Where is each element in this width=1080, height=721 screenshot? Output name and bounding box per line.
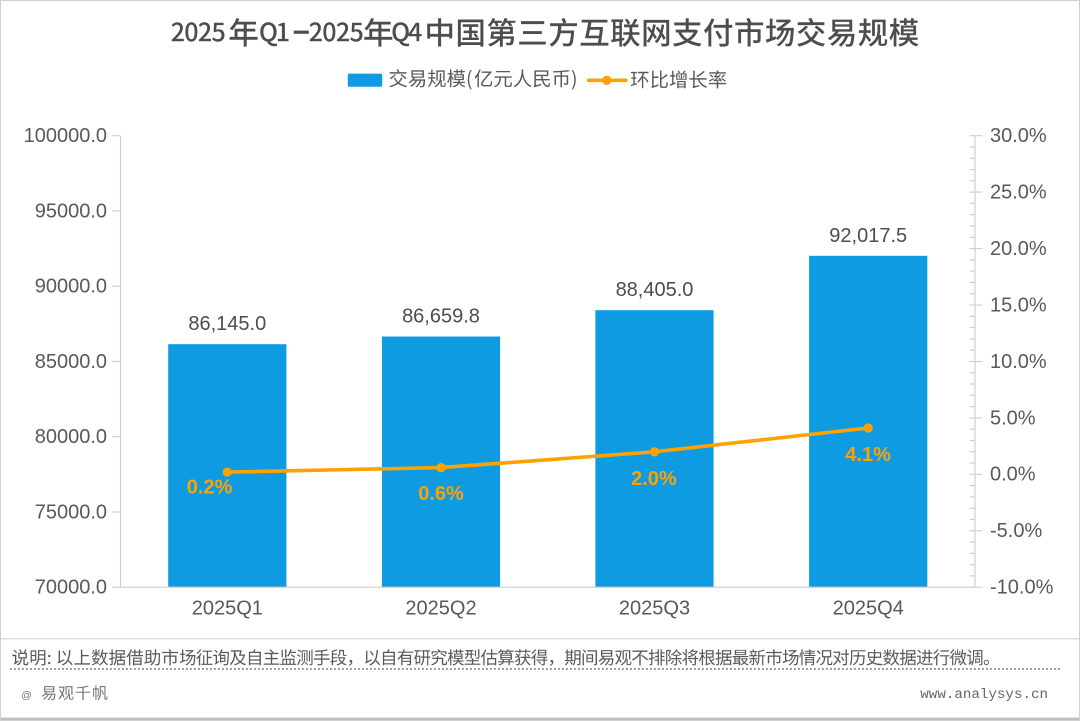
svg-text:30.0%: 30.0% <box>990 125 1047 147</box>
svg-text:100000.0: 100000.0 <box>24 125 107 147</box>
svg-text:15.0%: 15.0% <box>990 294 1047 316</box>
svg-text:2.0%: 2.0% <box>631 468 677 490</box>
svg-text:20.0%: 20.0% <box>990 238 1047 260</box>
svg-text:88,405.0: 88,405.0 <box>616 279 694 301</box>
svg-text:86,145.0: 86,145.0 <box>188 313 266 335</box>
svg-text:4.1%: 4.1% <box>845 444 891 466</box>
svg-text:-5.0%: -5.0% <box>990 520 1042 542</box>
svg-text:2025Q1: 2025Q1 <box>192 597 263 619</box>
svg-text:92,017.5: 92,017.5 <box>829 225 907 247</box>
svg-text:-10.0%: -10.0% <box>990 577 1054 599</box>
svg-text:86,659.8: 86,659.8 <box>402 306 480 328</box>
svg-text:90000.0: 90000.0 <box>35 276 107 298</box>
svg-text:70000.0: 70000.0 <box>35 577 107 599</box>
svg-text:2025Q2: 2025Q2 <box>405 597 476 619</box>
svg-text:25.0%: 25.0% <box>990 182 1047 204</box>
svg-text:80000.0: 80000.0 <box>35 426 107 448</box>
svg-text:0.0%: 0.0% <box>990 464 1036 486</box>
svg-text:85000.0: 85000.0 <box>35 351 107 373</box>
svg-text:0.6%: 0.6% <box>418 483 464 505</box>
svg-text:0.2%: 0.2% <box>187 477 233 499</box>
svg-text:10.0%: 10.0% <box>990 351 1047 373</box>
svg-text:2025Q3: 2025Q3 <box>619 597 690 619</box>
svg-text:95000.0: 95000.0 <box>35 200 107 222</box>
svg-text:2025Q4: 2025Q4 <box>833 597 904 619</box>
svg-text:www.analysys.cn: www.analysys.cn <box>920 687 1048 703</box>
svg-text:75000.0: 75000.0 <box>35 501 107 523</box>
svg-text:@: @ <box>21 690 32 702</box>
svg-text:5.0%: 5.0% <box>990 407 1036 429</box>
